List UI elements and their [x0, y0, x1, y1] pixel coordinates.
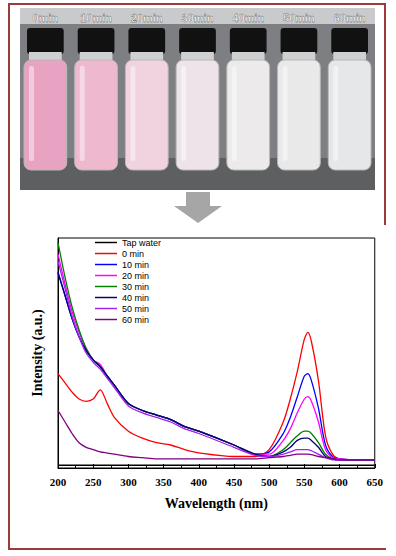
svg-text:20min: 20min — [131, 12, 163, 24]
svg-text:30min: 30min — [182, 12, 214, 24]
svg-text:300: 300 — [120, 476, 137, 488]
svg-text:550: 550 — [296, 476, 313, 488]
svg-text:650: 650 — [367, 476, 384, 488]
svg-text:450: 450 — [226, 476, 243, 488]
svg-text:600: 600 — [331, 476, 348, 488]
svg-text:40min: 40min — [232, 12, 264, 24]
svg-text:350: 350 — [155, 476, 172, 488]
svg-text:Wavelength (nm): Wavelength (nm) — [165, 496, 268, 512]
svg-text:10min: 10min — [80, 12, 112, 24]
svg-text:60min: 60min — [334, 12, 366, 24]
svg-text:0 min: 0 min — [122, 249, 144, 259]
svg-text:30 min: 30 min — [122, 282, 149, 292]
svg-text:Intensity (a.u.): Intensity (a.u.) — [30, 309, 46, 397]
svg-text:0min: 0min — [33, 12, 59, 24]
svg-text:50min: 50min — [283, 12, 315, 24]
svg-text:500: 500 — [261, 476, 278, 488]
svg-text:200: 200 — [50, 476, 67, 488]
svg-text:40 min: 40 min — [122, 293, 149, 303]
svg-text:Tap water: Tap water — [122, 238, 161, 248]
svg-text:60 min: 60 min — [122, 315, 149, 325]
svg-text:250: 250 — [85, 476, 102, 488]
svg-text:400: 400 — [191, 476, 208, 488]
svg-text:20 min: 20 min — [122, 271, 149, 281]
svg-text:50 min: 50 min — [122, 304, 149, 314]
svg-text:10 min: 10 min — [122, 260, 149, 270]
